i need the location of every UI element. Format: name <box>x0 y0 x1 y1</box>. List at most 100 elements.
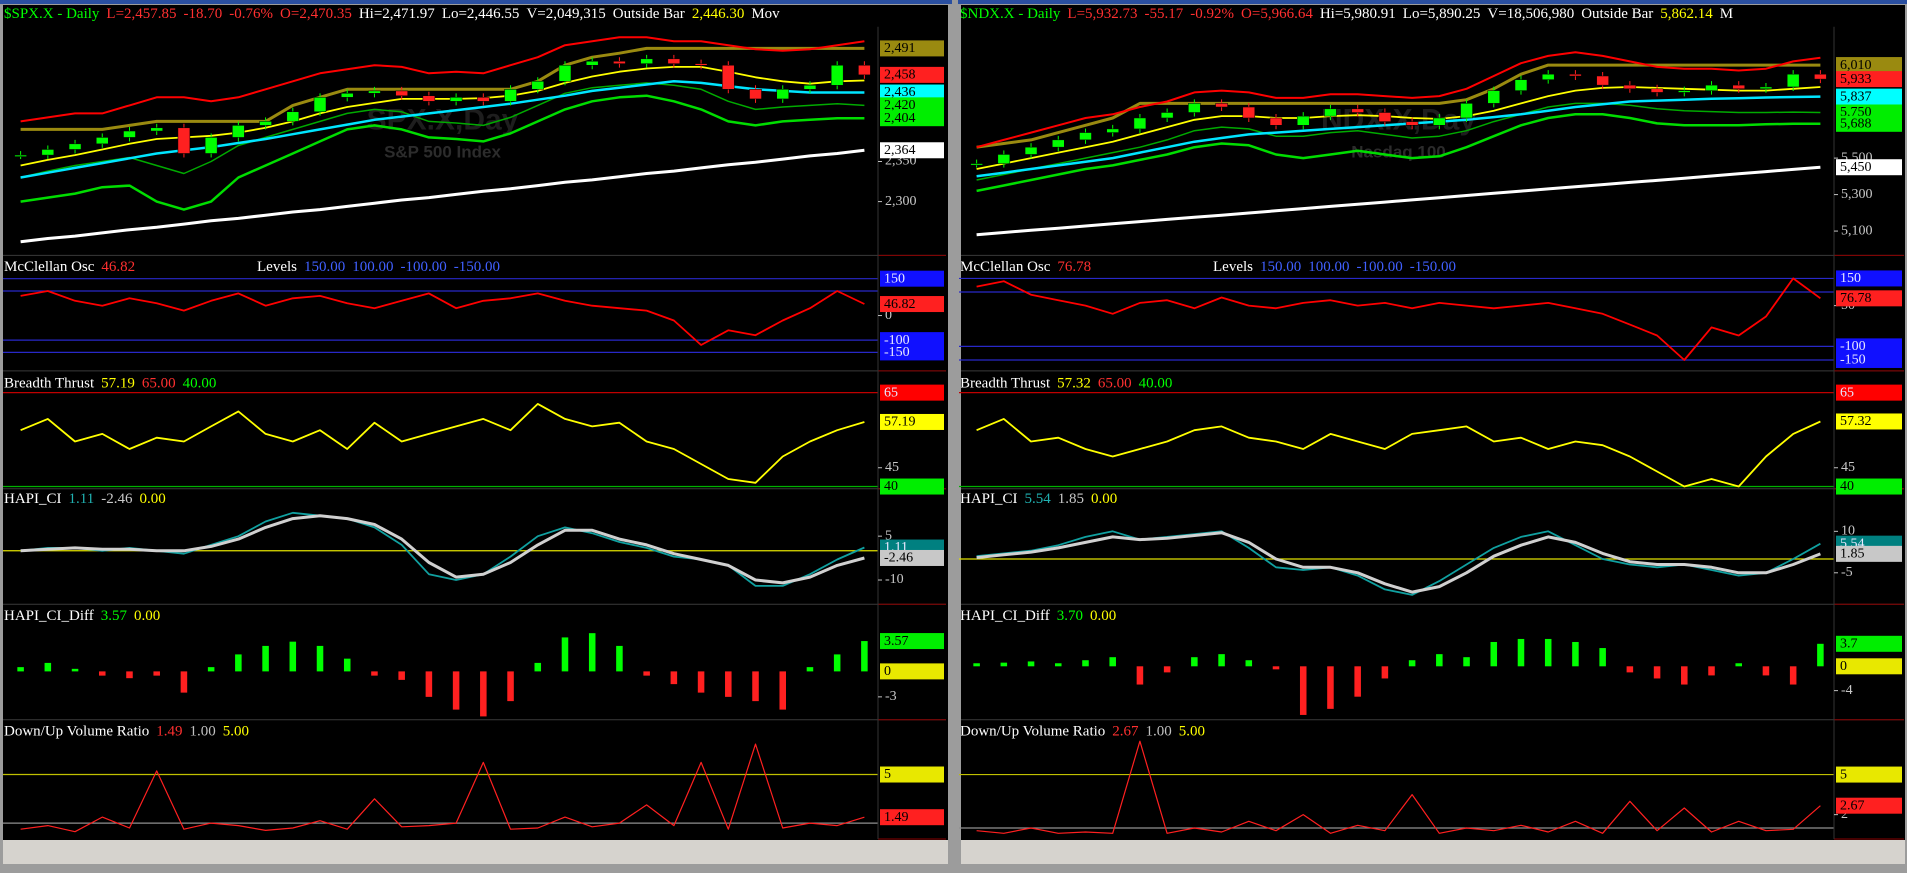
value-box <box>880 84 944 101</box>
histogram-bar <box>1735 663 1743 667</box>
panel-legend-value: Outside Bar <box>1581 6 1653 22</box>
candle <box>1433 117 1446 126</box>
value-box-label: 2,491 <box>884 41 916 56</box>
candle <box>340 93 354 98</box>
value-box-label: -100 <box>884 333 910 348</box>
value-box-label: 1.49 <box>884 810 909 825</box>
candle <box>68 143 82 150</box>
y-tick-label: 45 <box>1841 460 1855 475</box>
candle <box>1079 132 1092 141</box>
value-box <box>880 766 944 783</box>
panel-legend-value: 150.00 <box>304 259 345 275</box>
y-tick-label: 10 <box>1841 524 1855 539</box>
value-box <box>880 40 944 57</box>
candle <box>123 130 136 138</box>
series-line <box>976 740 1821 834</box>
plot-area <box>959 530 1834 596</box>
histogram-bar <box>806 667 814 672</box>
panel: 0 150 46.82 -100-150 McClellan Osc 46.82 Level… <box>3 255 946 372</box>
histogram-bar <box>1027 661 1035 667</box>
y-tick-label: 0 <box>885 308 892 323</box>
histogram-bar <box>588 633 596 672</box>
value-box <box>880 809 944 826</box>
candle <box>1759 86 1773 90</box>
candle <box>177 127 191 154</box>
candle <box>1732 84 1745 90</box>
value-box <box>880 344 944 361</box>
value-box-label: 5,933 <box>1840 72 1872 87</box>
histogram-bar <box>1054 663 1062 667</box>
panel-legend-value: 1.00 <box>1146 723 1172 739</box>
histogram-bar <box>1681 666 1688 685</box>
panel-legend-value: -18.70 <box>184 6 223 22</box>
series-line <box>976 531 1821 594</box>
histogram-bar <box>507 671 514 702</box>
candle <box>970 163 983 166</box>
panel-legend-value: -0.76% <box>229 6 273 22</box>
panel-title: McClellan Osc <box>960 259 1051 275</box>
candle <box>1324 108 1337 117</box>
value-box-label: 1.85 <box>1840 547 1865 562</box>
histogram-bar <box>697 671 705 693</box>
panel-legend-value: -55.17 <box>1145 6 1184 22</box>
histogram-bar <box>561 637 569 672</box>
histogram-bar <box>1245 660 1253 667</box>
panel-legend-value: 65.00 <box>142 376 176 392</box>
panel: -3 3.57 0 HAPI_CI_Diff 3.57 0.00 <box>3 604 946 721</box>
candle <box>585 60 599 66</box>
histogram-bar <box>316 645 324 672</box>
value-box <box>880 296 944 313</box>
candle <box>1133 117 1147 130</box>
panel-legend-value: Levels <box>1213 259 1253 275</box>
value-box <box>1836 351 1902 368</box>
plot-area <box>959 277 1834 361</box>
histogram-bar <box>752 671 759 702</box>
series-line <box>20 402 865 484</box>
value-box-label: 150 <box>884 271 905 286</box>
series-line <box>976 113 1821 193</box>
value-box <box>1836 338 1902 355</box>
candle <box>1405 121 1419 126</box>
histogram-bar <box>1517 638 1525 667</box>
panel-title: Breadth Thrust <box>4 376 95 392</box>
value-box <box>880 384 944 401</box>
candle <box>96 137 109 145</box>
histogram-bar <box>833 654 841 672</box>
histogram-bar <box>1436 654 1443 667</box>
value-box-label: 6,010 <box>1840 58 1872 73</box>
value-box <box>880 413 944 430</box>
panel-legend-value: 1.00 <box>190 723 216 739</box>
value-box-label: 65 <box>1840 385 1854 400</box>
histogram-bar <box>1626 666 1634 673</box>
panel-legend-value: -150.00 <box>454 259 500 275</box>
panel-legend-value: 0.00 <box>139 491 165 507</box>
panel: 2,3002,3502,4912,4582,4362,4202,4042,364… <box>3 6 946 256</box>
histogram-bar <box>1708 666 1715 676</box>
candle <box>1541 73 1555 80</box>
histogram-bar <box>153 671 160 676</box>
candle <box>1378 112 1392 122</box>
value-box <box>1836 766 1902 783</box>
panel-legend-value: Hi=5,980.91 <box>1320 6 1396 22</box>
candle <box>477 97 490 102</box>
value-box-label: 5 <box>884 767 891 782</box>
value-box <box>1836 384 1902 401</box>
panel-legend-value: Lo=2,446.55 <box>442 6 520 22</box>
panel: 5,1005,3005,5006,0105,9335,8375,7505,688… <box>961 6 1904 256</box>
candle <box>997 154 1011 164</box>
panel-legend-value: 65.00 <box>1098 376 1132 392</box>
plot-area <box>3 511 878 587</box>
panel-legend-value: L=5,932.73 <box>1067 6 1137 22</box>
value-box-label: -2.46 <box>884 551 913 566</box>
panel-legend-value: 1.85 <box>1058 491 1084 507</box>
series-line <box>20 36 865 123</box>
candle <box>286 111 300 122</box>
candle <box>1160 112 1174 119</box>
window-title-strip <box>0 0 952 4</box>
histogram-bar <box>1136 666 1144 685</box>
histogram-bar <box>616 645 623 672</box>
